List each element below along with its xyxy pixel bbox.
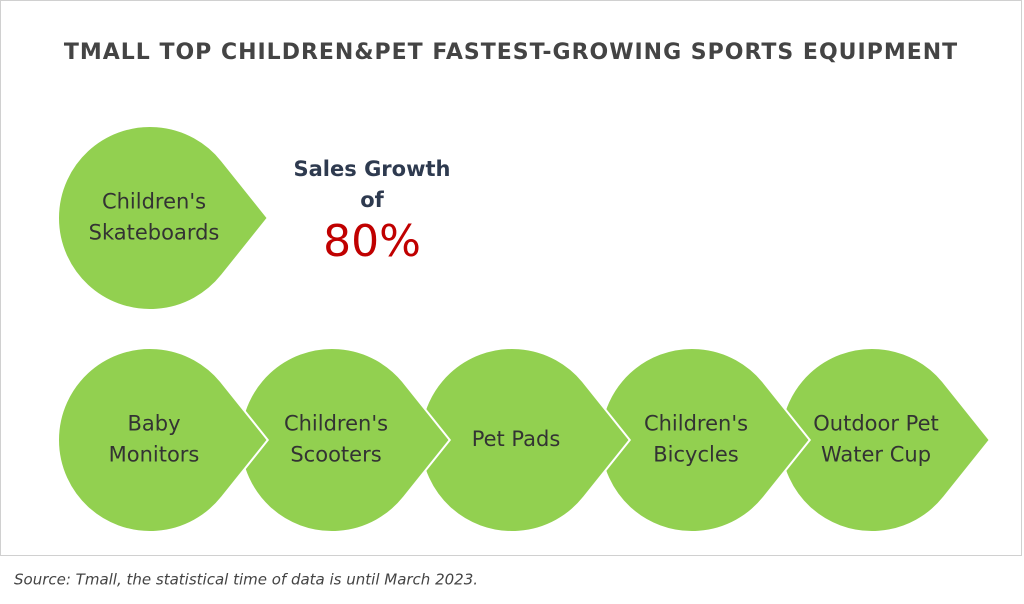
teardrop: Children's Bicycles (599, 347, 812, 533)
teardrop-label: Scooters (290, 443, 381, 467)
teardrop-label: Baby (127, 412, 180, 436)
teardrop-label: Water Cup (821, 443, 931, 467)
title: TMALL TOP CHILDREN&PET FASTEST-GROWING S… (64, 40, 958, 65)
teardrop-label: Bicycles (653, 443, 738, 467)
teardrop-label: Skateboards (89, 221, 220, 245)
teardrop: Children's Scooters (239, 347, 452, 533)
highlight-value: 80% (323, 216, 421, 267)
teardrop: Children's Skateboards (57, 125, 270, 311)
shapes: Children's Skateboards Outdoor Pet Water Cu… (57, 125, 992, 533)
teardrop-shape (57, 347, 270, 533)
teardrop-label: Children's (102, 190, 206, 214)
highlight-label: of (360, 188, 384, 212)
source-note: Source: Tmall, the statistical time of d… (14, 571, 478, 589)
item-row: Outdoor Pet Water Cup Children's Bicycles Pe… (57, 347, 992, 533)
teardrop-label: Children's (284, 412, 388, 436)
teardrop-shape (57, 125, 270, 311)
highlight-label: Sales Growth (294, 157, 451, 181)
teardrop: Outdoor Pet Water Cup (779, 347, 992, 533)
teardrop-label: Monitors (109, 443, 200, 467)
teardrop-label: Outdoor Pet (813, 412, 938, 436)
teardrop-label: Pet Pads (472, 427, 561, 451)
teardrop: Baby Monitors (57, 347, 270, 533)
teardrop-label: Children's (644, 412, 748, 436)
